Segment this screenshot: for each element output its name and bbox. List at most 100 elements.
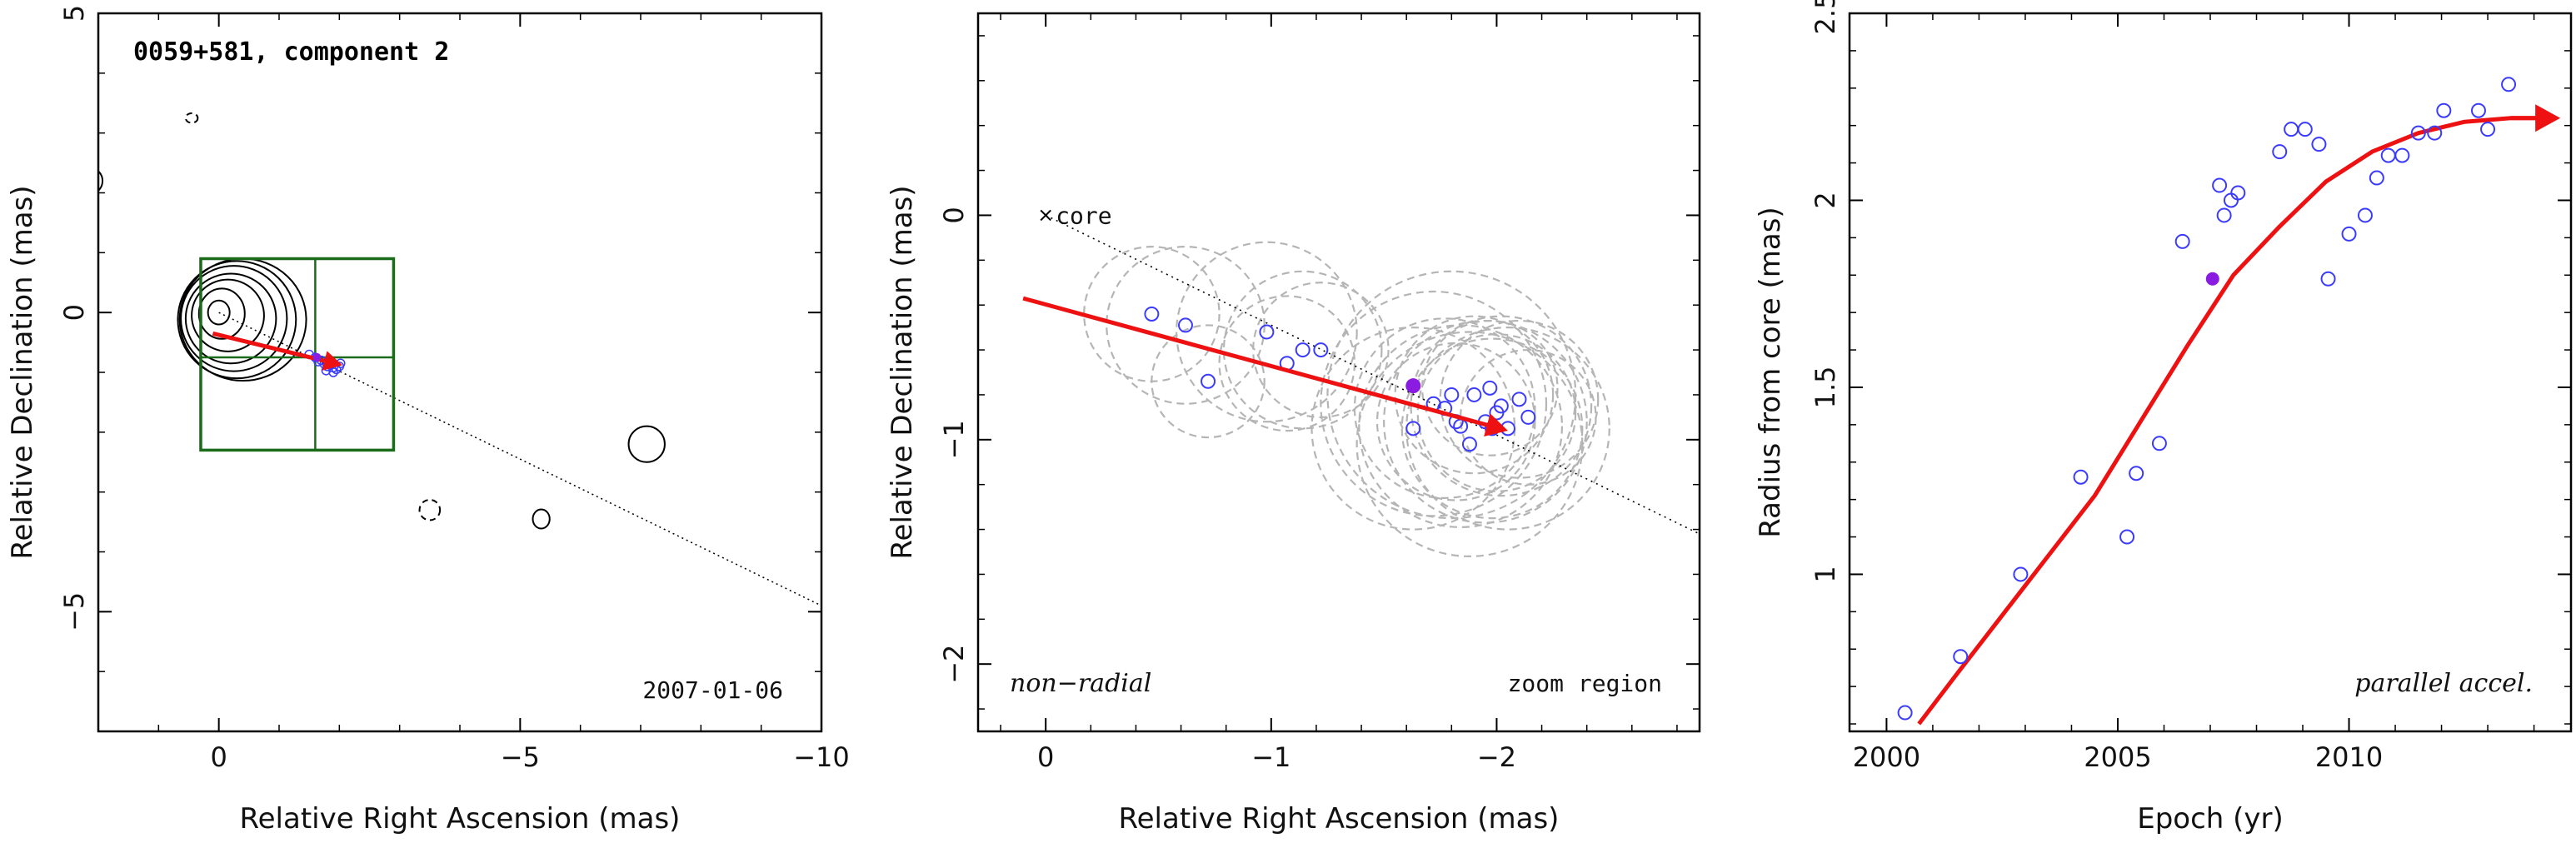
radius-x-axis-title: Epoch (yr) — [2137, 802, 2284, 836]
zoom-y-tick-label: −2 — [938, 645, 970, 684]
position-point — [1482, 380, 1498, 396]
map-x-axis-title: Relative Right Ascension (mas) — [240, 802, 681, 836]
radius-point — [2380, 147, 2396, 163]
radius-y-tick-label: 2 — [1810, 192, 1841, 208]
error-circle — [1106, 246, 1266, 405]
radius-point — [2230, 185, 2246, 201]
core-jet-line — [218, 312, 821, 606]
radius-point — [2174, 233, 2190, 249]
radius-point — [2369, 170, 2384, 186]
radius-ticks: 2000 2005 2010 1 1.5 2 2.5 — [1810, 0, 2571, 773]
radius-point — [2501, 77, 2517, 92]
contour — [197, 287, 246, 340]
position-point — [1461, 436, 1477, 452]
contour — [191, 278, 265, 352]
radius-x-tick-label: 2010 — [2315, 741, 2383, 773]
position-point — [1511, 392, 1527, 407]
highlight-point — [312, 353, 322, 362]
radius-point — [2410, 125, 2426, 141]
position-point — [1295, 342, 1310, 358]
position-point — [1493, 398, 1509, 414]
contour — [627, 425, 666, 463]
epoch-label: 2007-01-06 — [642, 676, 783, 704]
error-circle — [1355, 331, 1584, 557]
panel-radius: 2000 2005 2010 1 1.5 2 2.5 parallel accel. Epo… — [1754, 0, 2573, 836]
position-point — [1520, 409, 1536, 425]
position-point — [1177, 317, 1193, 333]
error-circle — [1353, 317, 1536, 499]
position-point — [1466, 387, 1482, 402]
radius-point — [1897, 705, 1913, 721]
contour — [177, 260, 297, 380]
error-circle — [1400, 337, 1584, 520]
error-circle — [1375, 342, 1536, 501]
zoom-x-tick-label: −1 — [1251, 741, 1290, 773]
radius-point — [2297, 122, 2313, 137]
radius-point — [2320, 271, 2336, 287]
core-label: core — [1056, 202, 1111, 229]
radius-point — [2013, 566, 2029, 582]
contour — [207, 299, 231, 326]
motion-vector — [212, 331, 326, 363]
contour — [180, 265, 288, 372]
position-point — [1144, 306, 1160, 322]
map-x-tick-label: −5 — [501, 741, 540, 773]
position-point — [1259, 324, 1275, 340]
position-point — [1405, 421, 1421, 436]
map-y-tick-label: 5 — [58, 5, 90, 22]
contour — [98, 170, 104, 192]
radius-y-tick-label: 2.5 — [1810, 0, 1841, 34]
position-point — [1201, 373, 1216, 389]
map-y-axis-title: Relative Declination (mas) — [6, 185, 39, 559]
zoom-x-axis-title: Relative Right Ascension (mas) — [1119, 802, 1560, 836]
zoom-y-tick-label: 0 — [938, 207, 970, 223]
map-title: 0059+581, component 2 — [133, 37, 449, 67]
error-circle — [1218, 295, 1356, 432]
radius-y-tick-label: 1.5 — [1810, 367, 1841, 409]
radius-point — [2427, 125, 2443, 141]
error-circle — [1439, 319, 1600, 479]
core-marker — [1040, 209, 1051, 222]
map-ticks: 0 −5 −10 5 0 −5 — [58, 5, 850, 773]
motion-vector-head — [1484, 413, 1508, 436]
error-circle — [1151, 324, 1266, 439]
map-x-tick-label: 0 — [210, 741, 227, 773]
contour — [184, 272, 277, 365]
radius-point — [2341, 226, 2357, 242]
zoom-x-tick-label: −2 — [1477, 741, 1516, 773]
radius-point — [2151, 436, 2167, 451]
radius-point — [2470, 102, 2486, 118]
zoom-box — [199, 257, 396, 452]
radius-point — [2073, 469, 2089, 485]
zoom-x-tick-label: 0 — [1037, 741, 1054, 773]
radius-point — [2216, 207, 2232, 223]
radius-y-tick-label: 1 — [1810, 566, 1841, 582]
radius-x-tick-label: 2000 — [1853, 741, 1920, 773]
core-jet-line — [1045, 214, 1700, 535]
map-y-tick-label: −5 — [58, 592, 90, 631]
radius-point — [2284, 122, 2299, 137]
radius-point — [2480, 122, 2496, 137]
error-circle — [1222, 270, 1383, 430]
radius-plot-area — [1897, 77, 2561, 726]
zoom-frame — [976, 12, 1701, 733]
contour — [532, 508, 551, 530]
negative-contour — [418, 499, 442, 521]
radius-point — [2311, 137, 2327, 152]
position-point — [328, 367, 338, 377]
error-circle — [1416, 333, 1577, 492]
position-point — [1444, 387, 1460, 402]
error-circle — [1176, 241, 1358, 423]
error-circle — [1460, 348, 1597, 486]
negative-contour — [184, 112, 199, 124]
radius-point — [2272, 144, 2288, 160]
radius-point — [2212, 177, 2228, 193]
panel-zoom: 0 −1 −2 0 −1 −2 non−radial zoom region core R… — [886, 12, 1701, 836]
zoom-y-axis-title: Relative Declination (mas) — [886, 185, 919, 559]
radius-point — [2394, 147, 2410, 163]
fit-curve-arrow-head — [2535, 104, 2561, 132]
motion-vector-head — [322, 351, 342, 371]
radius-x-tick-label: 2005 — [2084, 741, 2151, 773]
fit-curve — [1917, 116, 2539, 726]
